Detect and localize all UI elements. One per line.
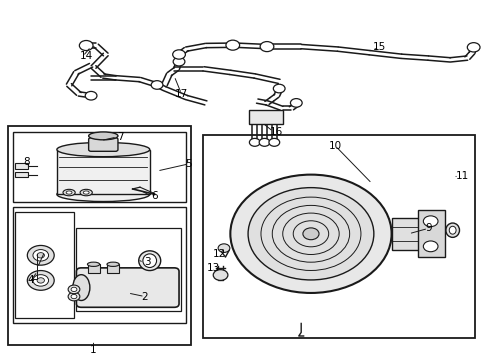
Text: 5: 5 bbox=[186, 159, 192, 169]
Circle shape bbox=[273, 84, 285, 93]
Ellipse shape bbox=[37, 278, 45, 283]
Circle shape bbox=[68, 292, 80, 301]
Circle shape bbox=[226, 40, 240, 50]
Bar bbox=[249, 110, 283, 125]
Bar bbox=[203, 135, 475, 338]
Text: 6: 6 bbox=[151, 191, 158, 201]
Ellipse shape bbox=[57, 187, 150, 202]
Circle shape bbox=[259, 138, 270, 146]
Ellipse shape bbox=[37, 253, 45, 258]
Text: 15: 15 bbox=[373, 42, 386, 52]
Bar bbox=[8, 126, 191, 345]
Ellipse shape bbox=[83, 191, 89, 194]
Circle shape bbox=[260, 41, 274, 51]
Ellipse shape bbox=[107, 262, 119, 266]
Circle shape bbox=[269, 138, 280, 146]
Text: 14: 14 bbox=[79, 51, 93, 61]
Bar bbox=[15, 172, 27, 177]
Ellipse shape bbox=[33, 249, 49, 261]
Bar bbox=[13, 207, 186, 323]
Bar bbox=[76, 228, 181, 311]
Text: 7: 7 bbox=[117, 132, 123, 142]
Text: 12: 12 bbox=[213, 248, 226, 258]
Ellipse shape bbox=[63, 189, 75, 196]
Bar bbox=[13, 132, 186, 202]
Circle shape bbox=[172, 50, 185, 59]
Ellipse shape bbox=[27, 271, 54, 290]
Text: 9: 9 bbox=[425, 224, 432, 233]
Text: 4: 4 bbox=[27, 275, 34, 285]
Circle shape bbox=[467, 42, 480, 52]
FancyBboxPatch shape bbox=[76, 268, 179, 307]
Bar bbox=[392, 218, 426, 250]
Circle shape bbox=[230, 175, 392, 293]
Text: 11: 11 bbox=[456, 171, 469, 181]
Circle shape bbox=[423, 216, 438, 226]
Ellipse shape bbox=[80, 189, 92, 196]
Circle shape bbox=[79, 41, 93, 50]
Text: 8: 8 bbox=[23, 157, 29, 167]
Circle shape bbox=[291, 99, 302, 107]
Ellipse shape bbox=[89, 132, 118, 140]
Ellipse shape bbox=[66, 191, 72, 194]
Ellipse shape bbox=[87, 262, 99, 266]
Circle shape bbox=[218, 244, 230, 252]
Circle shape bbox=[248, 188, 374, 280]
Ellipse shape bbox=[73, 275, 90, 301]
Circle shape bbox=[68, 285, 80, 294]
Bar bbox=[88, 264, 100, 273]
Text: 2: 2 bbox=[142, 292, 148, 302]
Bar bbox=[418, 211, 445, 257]
Bar bbox=[15, 212, 74, 318]
Text: 16: 16 bbox=[270, 127, 283, 136]
Bar bbox=[15, 163, 27, 168]
Ellipse shape bbox=[57, 142, 150, 157]
Circle shape bbox=[423, 241, 438, 252]
Circle shape bbox=[303, 228, 319, 240]
Text: 1: 1 bbox=[90, 345, 97, 355]
Ellipse shape bbox=[143, 254, 157, 267]
Ellipse shape bbox=[449, 226, 456, 234]
Text: 17: 17 bbox=[175, 89, 188, 99]
Ellipse shape bbox=[139, 251, 161, 271]
Text: 10: 10 bbox=[329, 141, 342, 151]
Circle shape bbox=[71, 294, 77, 299]
Circle shape bbox=[173, 57, 185, 66]
Circle shape bbox=[71, 287, 77, 292]
Ellipse shape bbox=[27, 246, 54, 265]
Text: 13: 13 bbox=[207, 263, 220, 273]
Bar bbox=[107, 264, 120, 273]
Ellipse shape bbox=[33, 275, 49, 286]
Circle shape bbox=[85, 91, 97, 100]
Bar bbox=[57, 149, 150, 194]
Text: 3: 3 bbox=[144, 257, 150, 267]
Circle shape bbox=[213, 270, 228, 280]
Circle shape bbox=[249, 138, 260, 146]
Ellipse shape bbox=[446, 223, 460, 237]
FancyBboxPatch shape bbox=[89, 138, 118, 151]
Circle shape bbox=[151, 81, 163, 89]
